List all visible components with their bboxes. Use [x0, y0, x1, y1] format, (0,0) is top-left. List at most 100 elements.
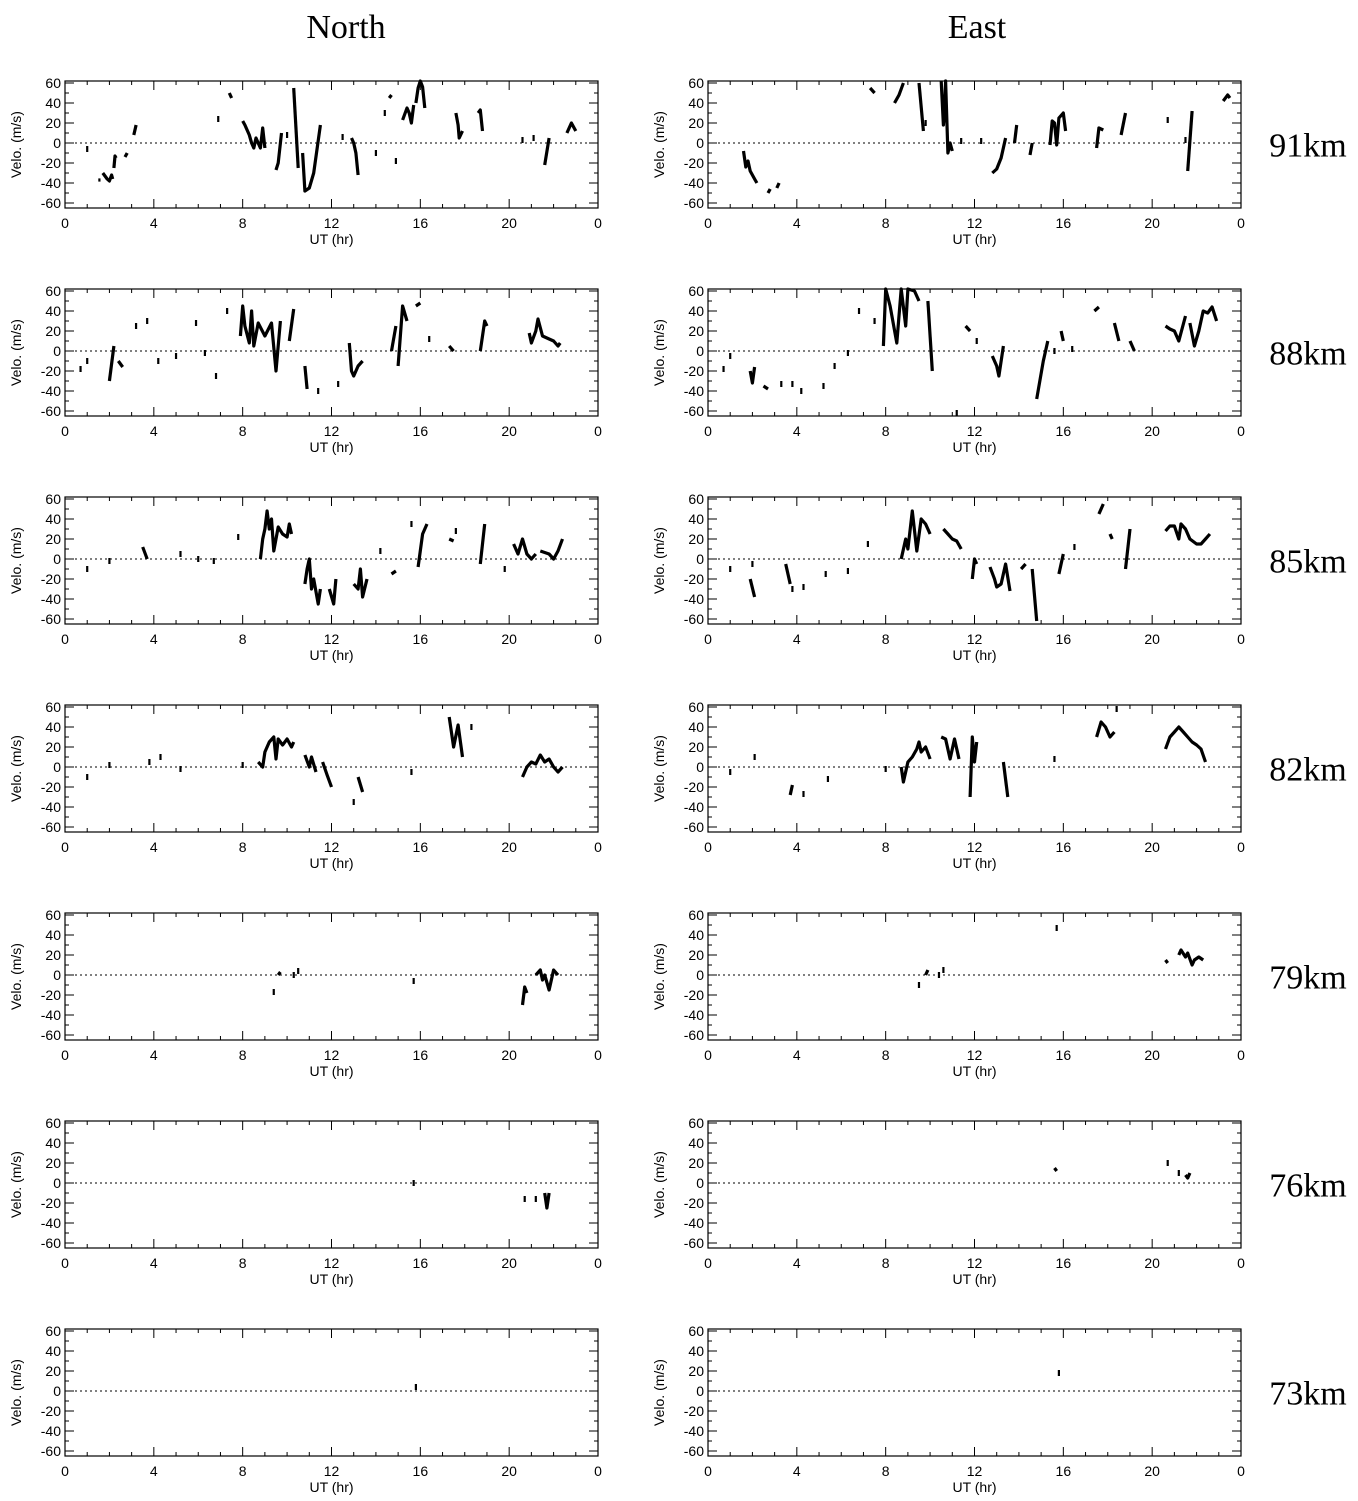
series-line-segment: [527, 317, 562, 348]
x-tick-label: 12: [324, 631, 340, 647]
y-tick-label: -60: [684, 1235, 704, 1251]
y-tick-label: 40: [688, 511, 704, 527]
y-tick-label: 60: [45, 491, 61, 507]
altitude-label-91km: 91km: [1269, 128, 1346, 165]
y-tick-label: 60: [688, 283, 704, 299]
y-tick-label: 60: [688, 1115, 704, 1131]
series-line-segment: [512, 537, 538, 561]
series-line-segment: [762, 384, 769, 391]
x-tick-label: 0: [1237, 631, 1245, 647]
y-tick-label: 40: [45, 1343, 61, 1359]
x-tick-label: 16: [413, 1047, 429, 1063]
y-tick-label: -60: [41, 403, 61, 419]
series-line-segment: [1128, 340, 1136, 352]
series-line-segment: [476, 108, 485, 132]
plot-frame: [707, 1120, 1242, 1249]
y-tick-label: -40: [684, 383, 704, 399]
y-axis-label: Velo. (m/s): [651, 1151, 667, 1218]
x-tick-label: 8: [882, 631, 890, 647]
x-axis-label: UT (hr): [309, 1271, 353, 1287]
y-axis-label: Velo. (m/s): [8, 111, 24, 178]
y-tick-label: -20: [684, 571, 704, 587]
x-axis-label: UT (hr): [309, 231, 353, 247]
y-axis-label: Velo. (m/s): [8, 1359, 24, 1426]
x-tick-label: 4: [793, 1047, 801, 1063]
y-axis-label: Velo. (m/s): [8, 735, 24, 802]
series-line-segment: [899, 740, 932, 784]
series-line-segment: [924, 969, 930, 976]
series-line-segment: [238, 304, 282, 373]
x-tick-label: 20: [1144, 1255, 1160, 1271]
x-tick-label: 0: [704, 1047, 712, 1063]
y-tick-label: 20: [688, 1363, 704, 1379]
y-tick-label: -40: [41, 1215, 61, 1231]
x-tick-label: 0: [594, 423, 602, 439]
x-axis-label: UT (hr): [309, 647, 353, 663]
series-line-segment: [287, 308, 296, 342]
series-line-segment: [868, 86, 876, 95]
y-tick-label: -20: [41, 779, 61, 795]
x-tick-label: 12: [324, 1047, 340, 1063]
column-title-east: East: [948, 9, 1007, 46]
series-line-segment: [543, 137, 551, 166]
y-tick-label: -60: [684, 1443, 704, 1459]
x-tick-label: 0: [61, 215, 69, 231]
x-tick-label: 0: [704, 839, 712, 855]
x-tick-label: 20: [501, 839, 517, 855]
series-line-segment: [107, 345, 116, 382]
x-tick-label: 20: [1144, 1047, 1160, 1063]
x-tick-label: 16: [1056, 1047, 1072, 1063]
x-tick-label: 12: [967, 1255, 983, 1271]
series-line-segment: [939, 79, 954, 155]
series-line-segment: [1108, 533, 1114, 540]
y-tick-label: 40: [45, 1135, 61, 1151]
series-line-segment: [1059, 330, 1065, 342]
y-tick-label: -60: [41, 1443, 61, 1459]
series-line-segment: [257, 735, 296, 769]
series-line-segment: [356, 776, 365, 793]
y-tick-label: -60: [41, 1027, 61, 1043]
x-tick-label: 0: [61, 1463, 69, 1479]
series-line-segment: [350, 137, 360, 176]
x-tick-label: 0: [704, 1463, 712, 1479]
y-tick-label: -40: [41, 591, 61, 607]
x-tick-label: 4: [150, 1047, 158, 1063]
x-tick-label: 16: [413, 423, 429, 439]
x-axis-label: UT (hr): [952, 1063, 996, 1079]
y-tick-label: 0: [53, 759, 61, 775]
series-line-segment: [478, 319, 489, 352]
series-line-segment: [990, 345, 1005, 378]
series-line-segment: [1035, 340, 1050, 400]
x-tick-label: 16: [413, 839, 429, 855]
y-tick-label: 20: [45, 531, 61, 547]
series-line-segment: [1053, 1167, 1058, 1172]
x-tick-label: 12: [324, 839, 340, 855]
x-tick-label: 12: [967, 1047, 983, 1063]
series-line-segment: [1119, 112, 1128, 136]
series-line-segment: [520, 985, 529, 1006]
y-tick-label: 60: [688, 491, 704, 507]
x-tick-label: 0: [61, 839, 69, 855]
series-line-segment: [447, 344, 455, 353]
series-line-segment: [521, 753, 564, 778]
series-line-segment: [301, 124, 322, 193]
series-line-segment: [565, 121, 578, 134]
y-tick-label: 40: [688, 927, 704, 943]
series-line-segment: [396, 304, 409, 367]
series-line-segment: [1057, 553, 1065, 575]
series-line-segment: [387, 94, 393, 99]
x-tick-label: 12: [324, 1255, 340, 1271]
series-line-segment: [123, 152, 129, 158]
y-tick-label: 0: [53, 135, 61, 151]
x-tick-label: 12: [967, 423, 983, 439]
series-line-segment: [741, 150, 759, 184]
x-axis-label: UT (hr): [952, 439, 996, 455]
series-line-segment: [327, 578, 338, 606]
series-line-segment: [1164, 522, 1212, 546]
y-tick-label: 20: [45, 947, 61, 963]
plot-frame: [707, 704, 1242, 833]
y-tick-label: 20: [45, 739, 61, 755]
